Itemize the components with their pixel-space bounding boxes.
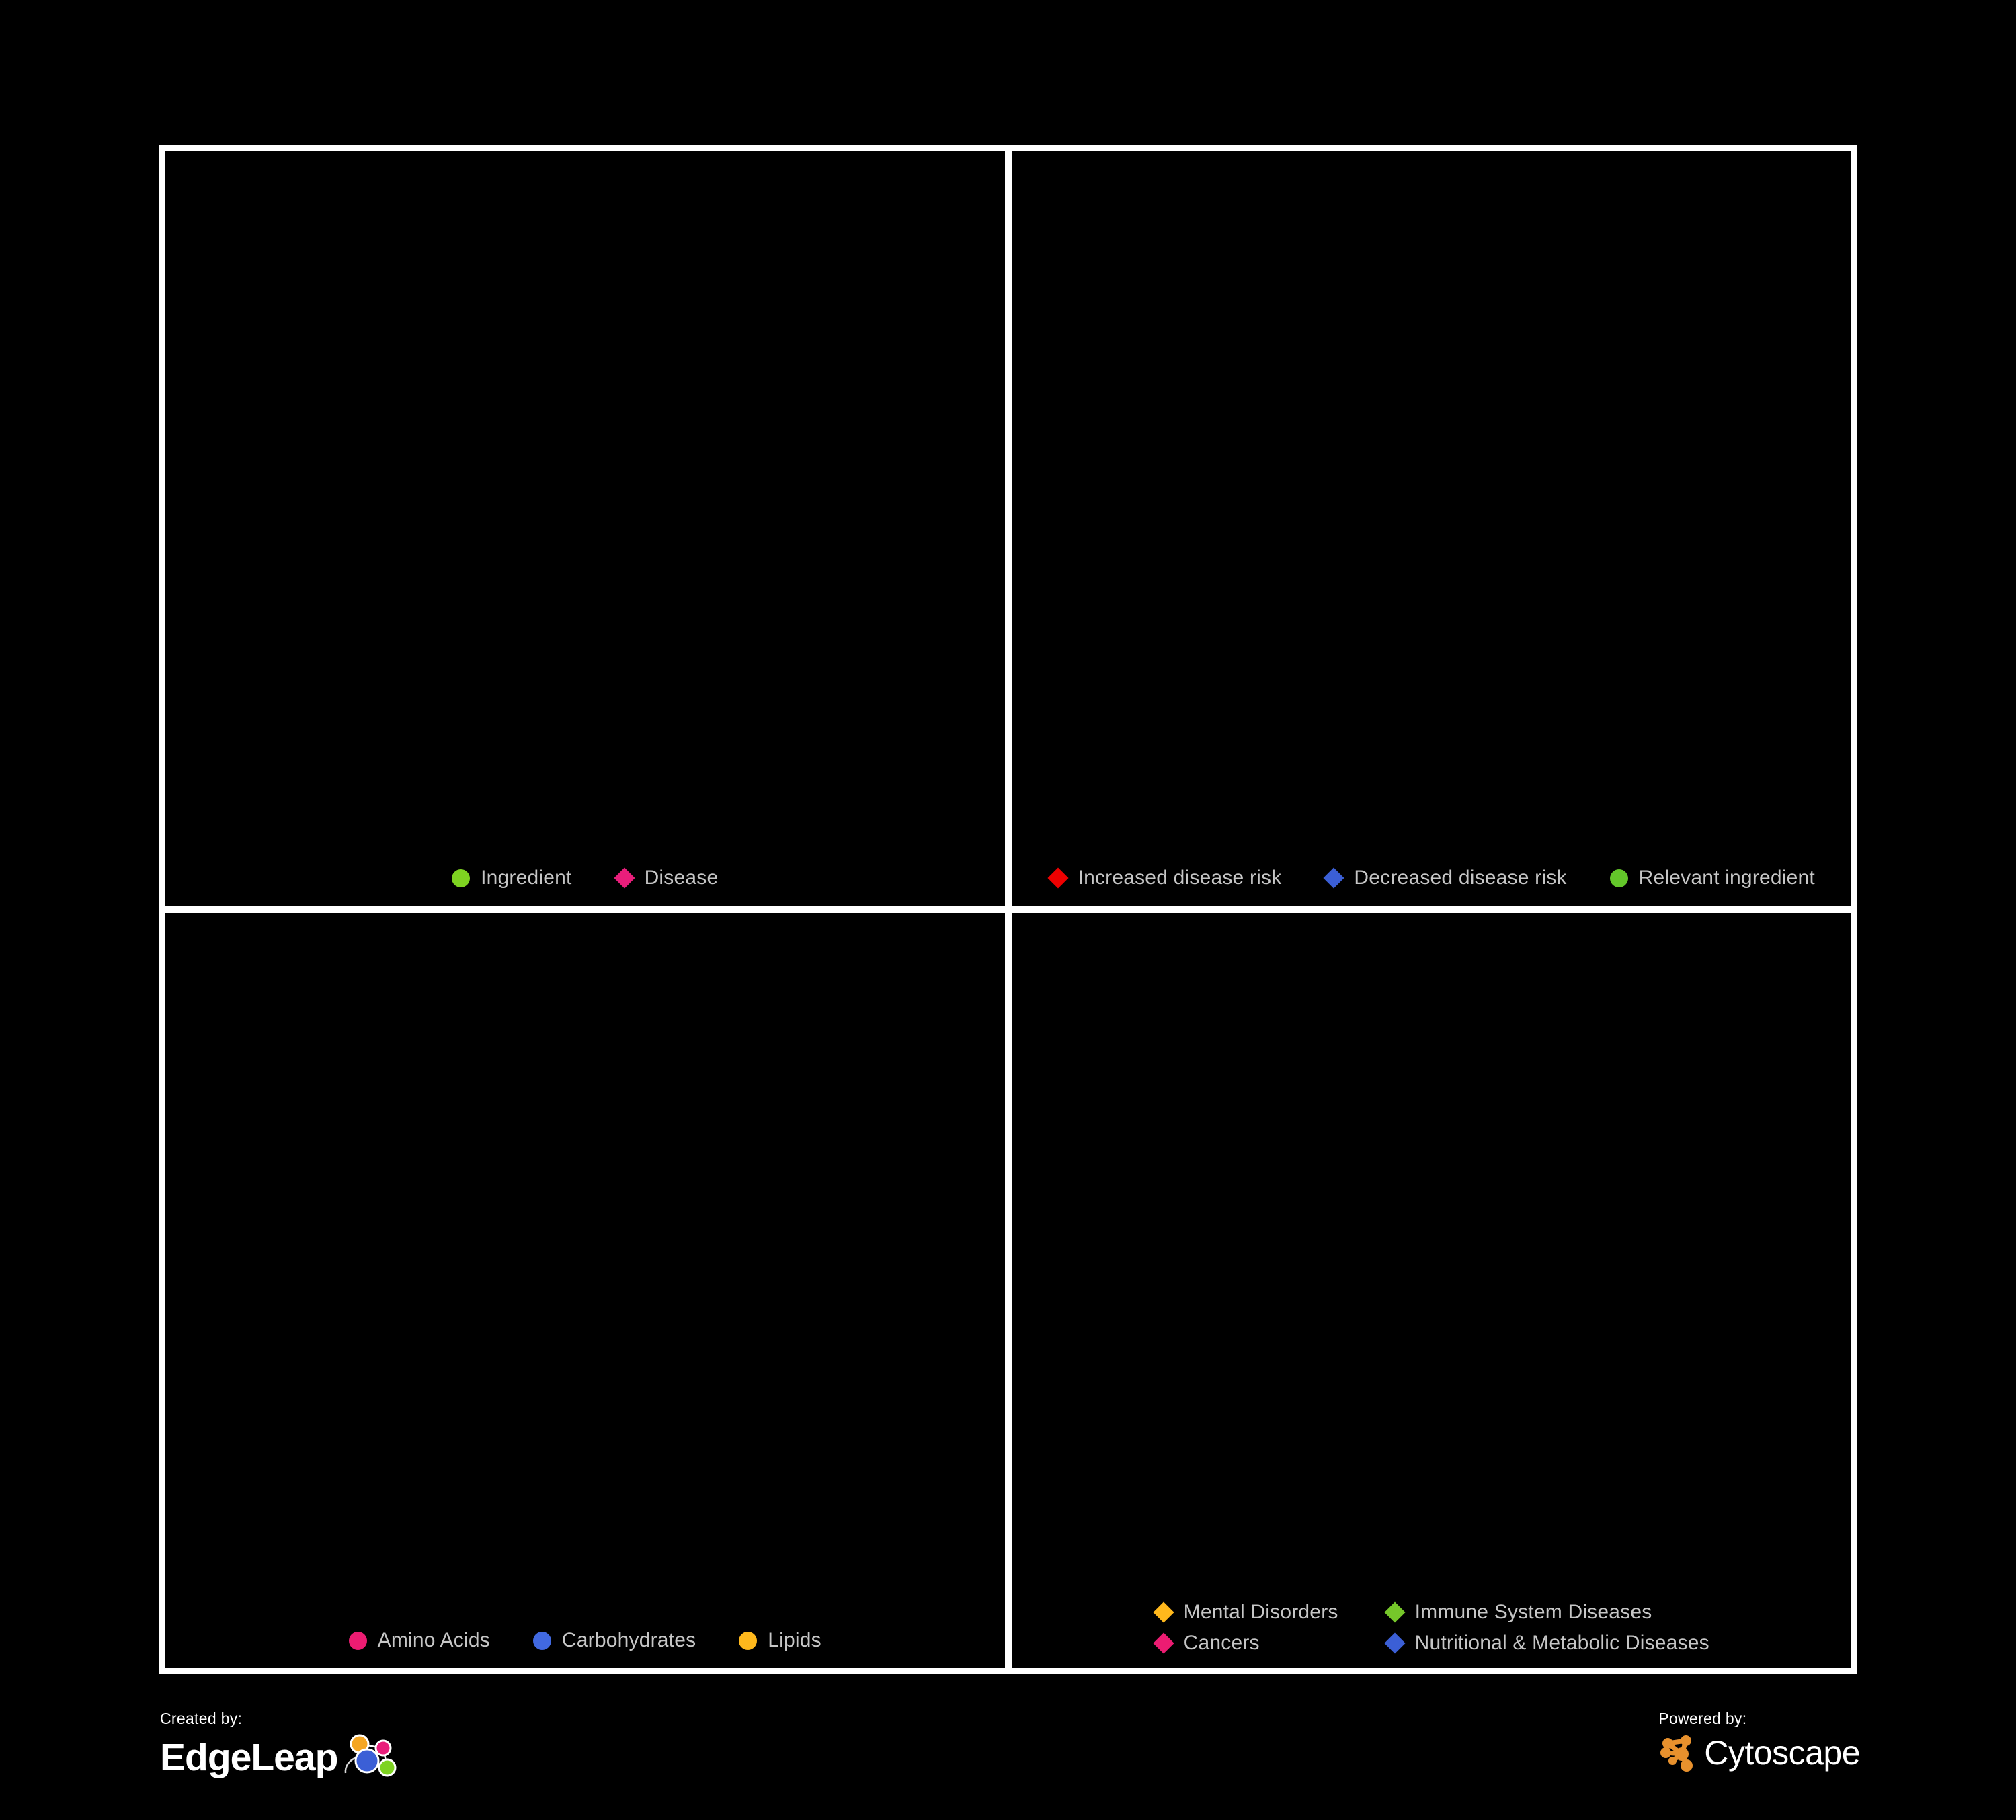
figure-frame: Ingredient Disease Increased disease ris…	[159, 145, 1857, 1674]
panel-disease-risk[interactable]: Increased disease risk Decreased disease…	[1012, 151, 1851, 906]
created-by-branding: Created by: EdgeLeap	[160, 1711, 399, 1782]
cytoscape-logo: Cytoscape	[1658, 1733, 1860, 1773]
panel-ingredient-disease[interactable]: Ingredient Disease	[165, 151, 1005, 906]
panel-disease-category[interactable]: Mental Disorders Immune System Diseases …	[1012, 913, 1851, 1668]
cytoscape-wordmark: Cytoscape	[1704, 1734, 1860, 1772]
powered-by-kicker: Powered by:	[1658, 1710, 1747, 1727]
powered-by-branding: Powered by: Cytoscape	[1658, 1711, 1860, 1773]
network-canvas-ingredient-disease[interactable]	[165, 151, 1005, 906]
panel-nutrient-class[interactable]: Amino Acids Carbohydrates Lipids	[165, 913, 1005, 1668]
edgeleap-logo: EdgeLeap	[160, 1733, 399, 1782]
created-by-kicker: Created by:	[160, 1710, 243, 1727]
network-canvas-disease-category[interactable]	[1012, 913, 1851, 1668]
edgeleap-wordmark: EdgeLeap	[160, 1735, 338, 1779]
edgeleap-node-graph-icon	[345, 1734, 397, 1777]
cytoscape-node-graph-icon	[1660, 1735, 1693, 1772]
network-canvas-nutrient-class[interactable]	[165, 913, 1005, 1668]
network-canvas-disease-risk[interactable]	[1012, 151, 1851, 906]
